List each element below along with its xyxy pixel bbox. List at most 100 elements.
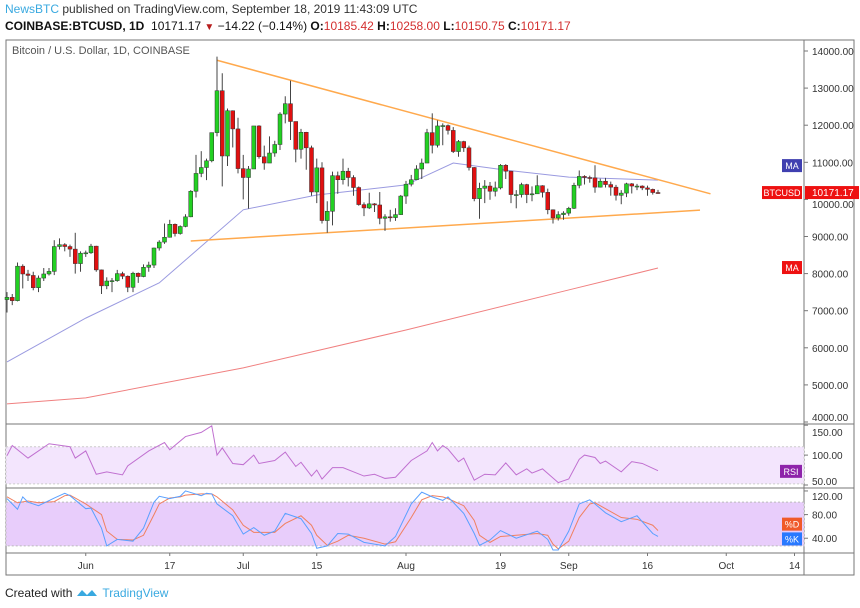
symbol-info: COINBASE:BTCUSD, 1D 10171.17 ▼ −14.22 (−… — [5, 19, 571, 33]
ma50-label: MA — [785, 161, 799, 171]
candle-down — [650, 189, 655, 193]
candle-up — [130, 272, 136, 288]
candle-up — [167, 224, 172, 238]
x-tick-label: Aug — [397, 561, 415, 572]
candle-up — [493, 187, 498, 192]
rsi-label-bg — [780, 464, 802, 478]
symbol: COINBASE:BTCUSD, 1D — [5, 19, 145, 33]
last-price-tag-bg — [805, 186, 859, 200]
publisher-link[interactable]: NewsBTC — [5, 2, 60, 16]
candle-down — [377, 204, 382, 219]
candle-down — [346, 170, 351, 178]
candle-down — [230, 110, 235, 130]
stoch-tick-label: 80.00 — [812, 511, 837, 522]
candle-up — [141, 267, 146, 277]
candle-up — [183, 216, 188, 227]
candle-up — [146, 264, 151, 268]
candle-up — [424, 132, 430, 164]
candle-up — [88, 245, 94, 254]
candle-down — [582, 176, 587, 178]
candle-down — [487, 185, 493, 192]
candle-up — [477, 188, 482, 199]
candle-down — [592, 177, 598, 188]
stoch-k-label: %K — [785, 534, 799, 544]
candle-down — [94, 245, 99, 271]
candle-down — [629, 183, 634, 187]
candle-up — [57, 244, 62, 247]
stoch-band — [5, 501, 805, 547]
candle-up — [162, 236, 167, 243]
y-tick-label: 11000.00 — [812, 158, 853, 169]
candle-up — [151, 247, 157, 266]
y-tick-label: 6000.00 — [812, 344, 849, 355]
high-label: H: — [377, 19, 390, 33]
candle-up — [204, 160, 209, 168]
candle-down — [73, 248, 78, 264]
candle-up — [566, 208, 571, 214]
rsi-tick-label: 150.00 — [812, 428, 843, 439]
last-price-tag: 10171.17 — [812, 188, 854, 199]
rsi-band — [5, 446, 805, 485]
candle-up — [298, 131, 304, 150]
candle-up — [52, 246, 57, 272]
candle-down — [220, 90, 225, 157]
stoch-tick-label: 120.00 — [812, 492, 843, 503]
candle-down — [361, 204, 367, 209]
candle-down — [466, 147, 472, 168]
candle-up — [41, 273, 46, 279]
price-chart[interactable]: Bitcoin / U.S. Dollar, 1D, COINBASE 14000… — [0, 0, 860, 580]
low-label: L: — [443, 19, 455, 33]
rsi-tick-label: 50.00 — [812, 477, 837, 488]
candle-up — [78, 252, 83, 264]
tradingview-link[interactable]: TradingView — [102, 586, 169, 600]
x-tick-label: Sep — [560, 561, 578, 572]
candle-down — [550, 209, 556, 219]
candle-down — [125, 275, 130, 288]
created-with-text: Created with — [5, 586, 73, 600]
candle-up — [577, 176, 582, 186]
candle-up — [498, 165, 503, 189]
candle-up — [193, 173, 199, 192]
candle-down — [613, 186, 619, 196]
candle-up — [267, 152, 272, 164]
candle-up — [561, 212, 566, 215]
candle-down — [319, 167, 325, 221]
stoch-tick-label: 40.00 — [812, 534, 837, 545]
candle-down — [10, 297, 15, 301]
candle-down — [67, 246, 73, 250]
stoch-d-line — [6, 493, 659, 550]
candle-up — [535, 185, 540, 195]
candle-up — [529, 193, 535, 196]
candle-up — [109, 280, 115, 282]
published-text: published on TradingView.com, September … — [62, 2, 418, 16]
rsi-tick-label: 100.00 — [812, 451, 843, 462]
candle-up — [104, 280, 109, 287]
x-tick-label: 19 — [495, 561, 507, 572]
stoch-k-line — [6, 490, 659, 551]
candle-down — [524, 184, 529, 195]
y-tick-label: 4000.00 — [812, 413, 849, 424]
candle-up — [188, 190, 193, 218]
candle-up — [214, 90, 220, 133]
candle-up — [272, 144, 277, 154]
candle-down — [603, 180, 608, 185]
rsi-line — [6, 424, 659, 484]
candle-up — [514, 194, 519, 196]
candle-up — [36, 277, 41, 288]
candle-up — [83, 252, 88, 255]
candle-down — [25, 273, 31, 276]
btcusd-label: BTCUSD — [763, 188, 801, 198]
candle-up — [482, 185, 487, 189]
candle-down — [388, 216, 393, 219]
candle-down — [451, 130, 456, 152]
y-tick-label: 12000.00 — [812, 121, 854, 132]
candle-down — [335, 175, 340, 180]
x-tick-label: Jul — [237, 561, 250, 572]
candle-up — [419, 162, 424, 170]
close-value: 10171.17 — [520, 19, 571, 33]
candle-up — [409, 179, 414, 185]
candle-up — [556, 214, 561, 219]
candle-down — [356, 187, 361, 205]
candle-up — [367, 203, 372, 209]
candle-up — [382, 216, 388, 219]
